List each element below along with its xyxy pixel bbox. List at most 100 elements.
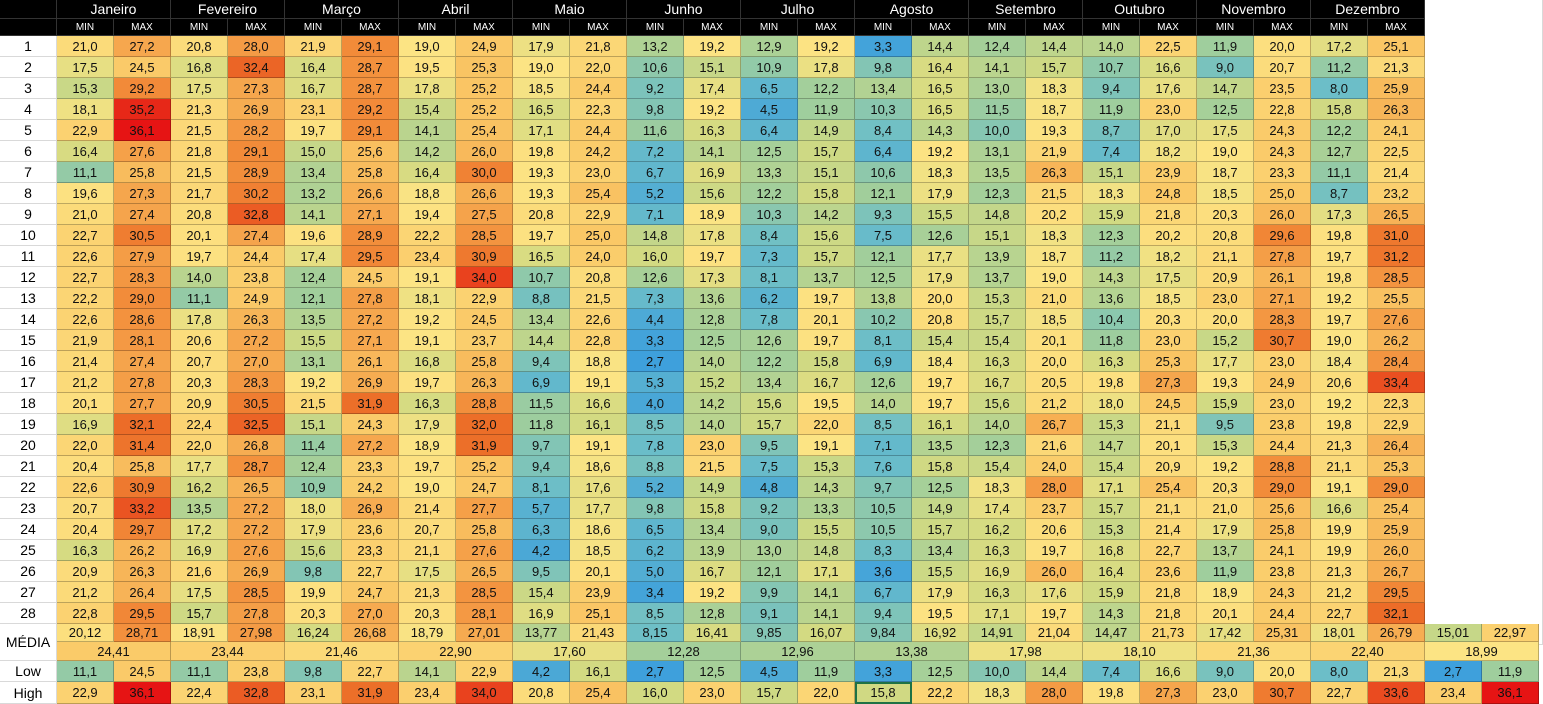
max-temp-cell[interactable]: 24,2	[570, 141, 627, 162]
max-temp-cell[interactable]: 14,9	[798, 120, 855, 141]
max-temp-cell[interactable]: 27,3	[1140, 372, 1197, 393]
min-temp-cell[interactable]: 15,7	[171, 603, 228, 624]
row-label[interactable]: 13	[0, 288, 57, 309]
min-temp-cell[interactable]: 13,2	[627, 36, 684, 57]
max-temp-cell[interactable]: 17,6	[1026, 582, 1083, 603]
max-temp-cell[interactable]: 24,7	[342, 582, 399, 603]
min-temp-cell[interactable]: 8,8	[513, 288, 570, 309]
max-temp-cell[interactable]: 28,6	[114, 309, 171, 330]
max-temp-cell[interactable]: 20,2	[1026, 204, 1083, 225]
ano-high-min[interactable]: 23,4	[1425, 682, 1482, 704]
min-temp-cell[interactable]: 21,8	[171, 141, 228, 162]
max-temp-cell[interactable]: 26,9	[342, 498, 399, 519]
max-temp-cell[interactable]: 18,6	[570, 519, 627, 540]
max-temp-cell[interactable]: 15,5	[798, 519, 855, 540]
max-temp-cell[interactable]: 28,1	[456, 603, 513, 624]
max-temp-cell[interactable]: 26,9	[342, 372, 399, 393]
low-max-cell[interactable]: 16,1	[570, 661, 627, 682]
min-temp-cell[interactable]: 23,1	[285, 99, 342, 120]
min-temp-cell[interactable]: 15,6	[285, 540, 342, 561]
max-temp-cell[interactable]: 23,0	[684, 435, 741, 456]
min-temp-cell[interactable]: 14,4	[513, 330, 570, 351]
max-header[interactable]: MAX	[1254, 19, 1311, 36]
max-temp-cell[interactable]: 19,7	[798, 330, 855, 351]
min-temp-cell[interactable]: 21,5	[171, 162, 228, 183]
min-temp-cell[interactable]: 12,7	[1311, 141, 1368, 162]
min-temp-cell[interactable]: 15,5	[285, 330, 342, 351]
min-temp-cell[interactable]: 19,0	[1197, 141, 1254, 162]
min-temp-cell[interactable]: 21,2	[57, 372, 114, 393]
min-temp-cell[interactable]: 20,7	[399, 519, 456, 540]
min-temp-cell[interactable]: 15,4	[969, 456, 1026, 477]
min-temp-cell[interactable]: 12,5	[1197, 99, 1254, 120]
max-temp-cell[interactable]: 22,3	[1368, 393, 1425, 414]
max-temp-cell[interactable]: 19,5	[798, 393, 855, 414]
min-temp-cell[interactable]: 12,4	[969, 36, 1026, 57]
min-temp-cell[interactable]: 20,3	[399, 603, 456, 624]
min-temp-cell[interactable]: 18,7	[1197, 162, 1254, 183]
row-label[interactable]: 20	[0, 435, 57, 456]
min-temp-cell[interactable]: 20,3	[1197, 204, 1254, 225]
max-temp-cell[interactable]: 28,3	[114, 267, 171, 288]
max-temp-cell[interactable]: 26,9	[228, 561, 285, 582]
min-temp-cell[interactable]: 20,9	[1197, 267, 1254, 288]
max-temp-cell[interactable]: 21,5	[570, 288, 627, 309]
max-temp-cell[interactable]: 14,1	[798, 582, 855, 603]
row-label[interactable]: 28	[0, 603, 57, 624]
max-temp-cell[interactable]: 23,0	[1254, 351, 1311, 372]
media-max-cell[interactable]: 16,92	[912, 624, 969, 642]
month-header[interactable]: Abril	[399, 0, 513, 19]
max-temp-cell[interactable]: 24,4	[570, 120, 627, 141]
min-temp-cell[interactable]: 8,0	[1311, 78, 1368, 99]
low-min-cell[interactable]: 3,3	[855, 661, 912, 682]
max-temp-cell[interactable]: 25,3	[1140, 351, 1197, 372]
max-temp-cell[interactable]: 26,7	[1368, 561, 1425, 582]
max-temp-cell[interactable]: 28,3	[1254, 309, 1311, 330]
row-label[interactable]: 22	[0, 477, 57, 498]
min-temp-cell[interactable]: 18,3	[1083, 183, 1140, 204]
min-temp-cell[interactable]: 22,9	[57, 120, 114, 141]
min-temp-cell[interactable]: 19,7	[1311, 309, 1368, 330]
max-temp-cell[interactable]: 24,5	[1140, 393, 1197, 414]
min-temp-cell[interactable]: 21,1	[1311, 456, 1368, 477]
min-temp-cell[interactable]: 17,4	[969, 498, 1026, 519]
min-temp-cell[interactable]: 13,0	[741, 540, 798, 561]
max-temp-cell[interactable]: 11,9	[798, 99, 855, 120]
media-min-cell[interactable]: 20,12	[57, 624, 114, 642]
min-temp-cell[interactable]: 16,9	[171, 540, 228, 561]
min-temp-cell[interactable]: 10,2	[855, 309, 912, 330]
max-temp-cell[interactable]: 20,1	[1026, 330, 1083, 351]
max-temp-cell[interactable]: 24,3	[1254, 120, 1311, 141]
min-temp-cell[interactable]: 16,5	[513, 99, 570, 120]
min-temp-cell[interactable]: 19,9	[1311, 540, 1368, 561]
max-temp-cell[interactable]: 22,5	[1368, 141, 1425, 162]
max-temp-cell[interactable]: 25,2	[456, 78, 513, 99]
max-temp-cell[interactable]: 18,2	[1140, 246, 1197, 267]
max-temp-cell[interactable]: 21,9	[1026, 141, 1083, 162]
min-temp-cell[interactable]: 21,3	[1311, 435, 1368, 456]
min-temp-cell[interactable]: 14,2	[399, 141, 456, 162]
min-temp-cell[interactable]: 16,8	[171, 57, 228, 78]
min-temp-cell[interactable]: 11,9	[1083, 99, 1140, 120]
min-temp-cell[interactable]: 9,1	[741, 603, 798, 624]
high-min-cell[interactable]: 23,0	[1197, 682, 1254, 704]
min-temp-cell[interactable]: 19,1	[399, 330, 456, 351]
min-temp-cell[interactable]: 10,7	[1083, 57, 1140, 78]
min-temp-cell[interactable]: 12,1	[855, 246, 912, 267]
max-header[interactable]: MAX	[114, 19, 171, 36]
min-temp-cell[interactable]: 15,1	[1083, 162, 1140, 183]
max-temp-cell[interactable]: 25,6	[342, 141, 399, 162]
max-temp-cell[interactable]: 27,6	[114, 141, 171, 162]
max-temp-cell[interactable]: 20,1	[1140, 435, 1197, 456]
max-temp-cell[interactable]: 28,8	[1254, 456, 1311, 477]
max-temp-cell[interactable]: 25,2	[456, 456, 513, 477]
min-temp-cell[interactable]: 3,3	[855, 36, 912, 57]
max-temp-cell[interactable]: 22,6	[570, 309, 627, 330]
high-min-cell[interactable]: 15,8	[855, 682, 912, 704]
min-temp-cell[interactable]: 19,3	[513, 162, 570, 183]
max-temp-cell[interactable]: 27,3	[114, 183, 171, 204]
min-temp-cell[interactable]: 4,0	[627, 393, 684, 414]
max-temp-cell[interactable]: 26,1	[342, 351, 399, 372]
min-temp-cell[interactable]: 19,7	[513, 225, 570, 246]
max-temp-cell[interactable]: 23,8	[1254, 561, 1311, 582]
